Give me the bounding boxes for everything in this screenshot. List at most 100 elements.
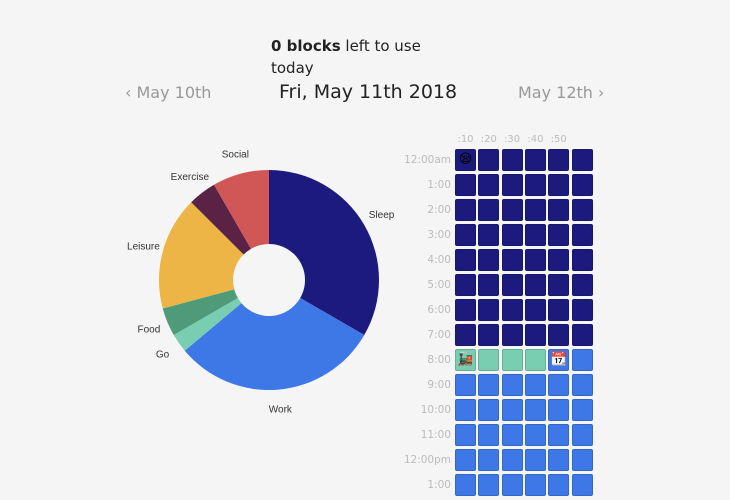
- calendar-icon: 📆: [550, 352, 567, 367]
- train-icon: 🚂: [457, 352, 474, 367]
- time-block-work[interactable]: [524, 474, 546, 496]
- time-block-sleep[interactable]: [571, 149, 593, 171]
- pie-slice-go: [173, 298, 242, 351]
- time-block-work[interactable]: [548, 399, 570, 421]
- time-block-work[interactable]: [571, 349, 593, 371]
- time-block-work[interactable]: [571, 474, 593, 496]
- time-block-sleep[interactable]: [548, 249, 570, 271]
- time-block-sleep[interactable]: [478, 174, 500, 196]
- time-block-sleep[interactable]: [501, 249, 523, 271]
- next-day-label: May 12th: [518, 83, 593, 102]
- time-block-sleep[interactable]: [501, 324, 523, 346]
- time-block-sleep[interactable]: [455, 174, 476, 196]
- row-label: 1:00: [427, 479, 451, 491]
- time-block-sleep[interactable]: [548, 199, 570, 221]
- time-block-sleep[interactable]: [524, 324, 546, 346]
- time-block-sleep[interactable]: [501, 199, 523, 221]
- time-block-sleep[interactable]: [478, 149, 500, 171]
- time-block-sleep[interactable]: [501, 274, 523, 296]
- time-block-sleep[interactable]: [501, 174, 523, 196]
- time-block-sleep[interactable]: [548, 149, 570, 171]
- time-block-work[interactable]: [548, 474, 570, 496]
- time-block-work[interactable]: [501, 374, 523, 396]
- row-label: 9:00: [427, 379, 451, 391]
- previous-day-button[interactable]: ‹ May 10th: [125, 83, 211, 102]
- time-block-sleep[interactable]: [501, 149, 523, 171]
- time-block-work[interactable]: [501, 424, 523, 446]
- time-block-work[interactable]: [455, 449, 476, 471]
- time-block-go[interactable]: 🚂: [455, 349, 476, 371]
- column-label: :20: [480, 134, 497, 145]
- time-block-sleep[interactable]: [571, 299, 593, 321]
- row-label: 10:00: [420, 404, 451, 416]
- time-block-work[interactable]: [501, 449, 523, 471]
- time-block-sleep[interactable]: [548, 224, 570, 246]
- time-block-work[interactable]: [571, 449, 593, 471]
- time-block-work[interactable]: [524, 449, 546, 471]
- time-block-work[interactable]: [478, 424, 500, 446]
- time-block-sleep[interactable]: [455, 324, 476, 346]
- time-block-work[interactable]: [548, 424, 570, 446]
- time-block-sleep[interactable]: 😪: [455, 149, 476, 171]
- row-label: 12:00pm: [403, 454, 451, 466]
- time-block-work[interactable]: [524, 374, 546, 396]
- time-block-work[interactable]: [501, 399, 523, 421]
- time-block-work[interactable]: [455, 374, 476, 396]
- time-block-sleep[interactable]: [571, 324, 593, 346]
- time-block-work[interactable]: [524, 399, 546, 421]
- time-block-work[interactable]: [478, 449, 500, 471]
- time-block-sleep[interactable]: [571, 224, 593, 246]
- time-block-sleep[interactable]: [478, 249, 500, 271]
- time-block-sleep[interactable]: [524, 174, 546, 196]
- time-block-sleep[interactable]: [455, 224, 476, 246]
- chevron-left-icon: ‹: [125, 83, 137, 102]
- time-block-sleep[interactable]: [524, 224, 546, 246]
- time-block-sleep[interactable]: [524, 149, 546, 171]
- time-block-sleep[interactable]: [548, 324, 570, 346]
- time-block-sleep[interactable]: [548, 299, 570, 321]
- time-block-sleep[interactable]: [455, 274, 476, 296]
- time-block-sleep[interactable]: [501, 224, 523, 246]
- time-block-sleep[interactable]: [524, 199, 546, 221]
- next-day-button[interactable]: May 12th ›: [518, 83, 604, 102]
- time-block-work[interactable]: [478, 399, 500, 421]
- time-block-sleep[interactable]: [571, 174, 593, 196]
- time-block-sleep[interactable]: [501, 299, 523, 321]
- time-block-sleep[interactable]: [548, 174, 570, 196]
- time-block-work[interactable]: [571, 424, 593, 446]
- time-block-work[interactable]: [548, 449, 570, 471]
- time-block-sleep[interactable]: [571, 249, 593, 271]
- time-block-go[interactable]: [478, 349, 500, 371]
- time-block-sleep[interactable]: [524, 249, 546, 271]
- time-block-work[interactable]: [501, 474, 523, 496]
- time-block-work[interactable]: 📆: [548, 349, 570, 371]
- time-block-work[interactable]: [455, 399, 476, 421]
- time-block-work[interactable]: [455, 424, 476, 446]
- time-block-work[interactable]: [571, 399, 593, 421]
- time-block-work[interactable]: [478, 374, 500, 396]
- time-block-sleep[interactable]: [478, 274, 500, 296]
- time-block-sleep[interactable]: [524, 274, 546, 296]
- time-block-work[interactable]: [455, 474, 476, 496]
- time-block-work[interactable]: [571, 374, 593, 396]
- time-block-work[interactable]: [524, 424, 546, 446]
- time-block-sleep[interactable]: [571, 274, 593, 296]
- time-block-sleep[interactable]: [548, 274, 570, 296]
- column-label: :30: [504, 134, 521, 145]
- time-block-go[interactable]: [501, 349, 523, 371]
- time-block-sleep[interactable]: [455, 199, 476, 221]
- time-block-sleep[interactable]: [478, 224, 500, 246]
- time-block-work[interactable]: [548, 374, 570, 396]
- time-block-sleep[interactable]: [455, 299, 476, 321]
- time-block-sleep[interactable]: [478, 299, 500, 321]
- pie-label-exercise: Exercise: [171, 172, 210, 183]
- time-block-work[interactable]: [478, 474, 500, 496]
- time-block-sleep[interactable]: [571, 199, 593, 221]
- time-block-go[interactable]: [524, 349, 546, 371]
- time-block-sleep[interactable]: [478, 324, 500, 346]
- time-block-sleep[interactable]: [524, 299, 546, 321]
- time-block-sleep[interactable]: [455, 249, 476, 271]
- time-block-sleep[interactable]: [478, 199, 500, 221]
- chevron-right-icon: ›: [592, 83, 605, 102]
